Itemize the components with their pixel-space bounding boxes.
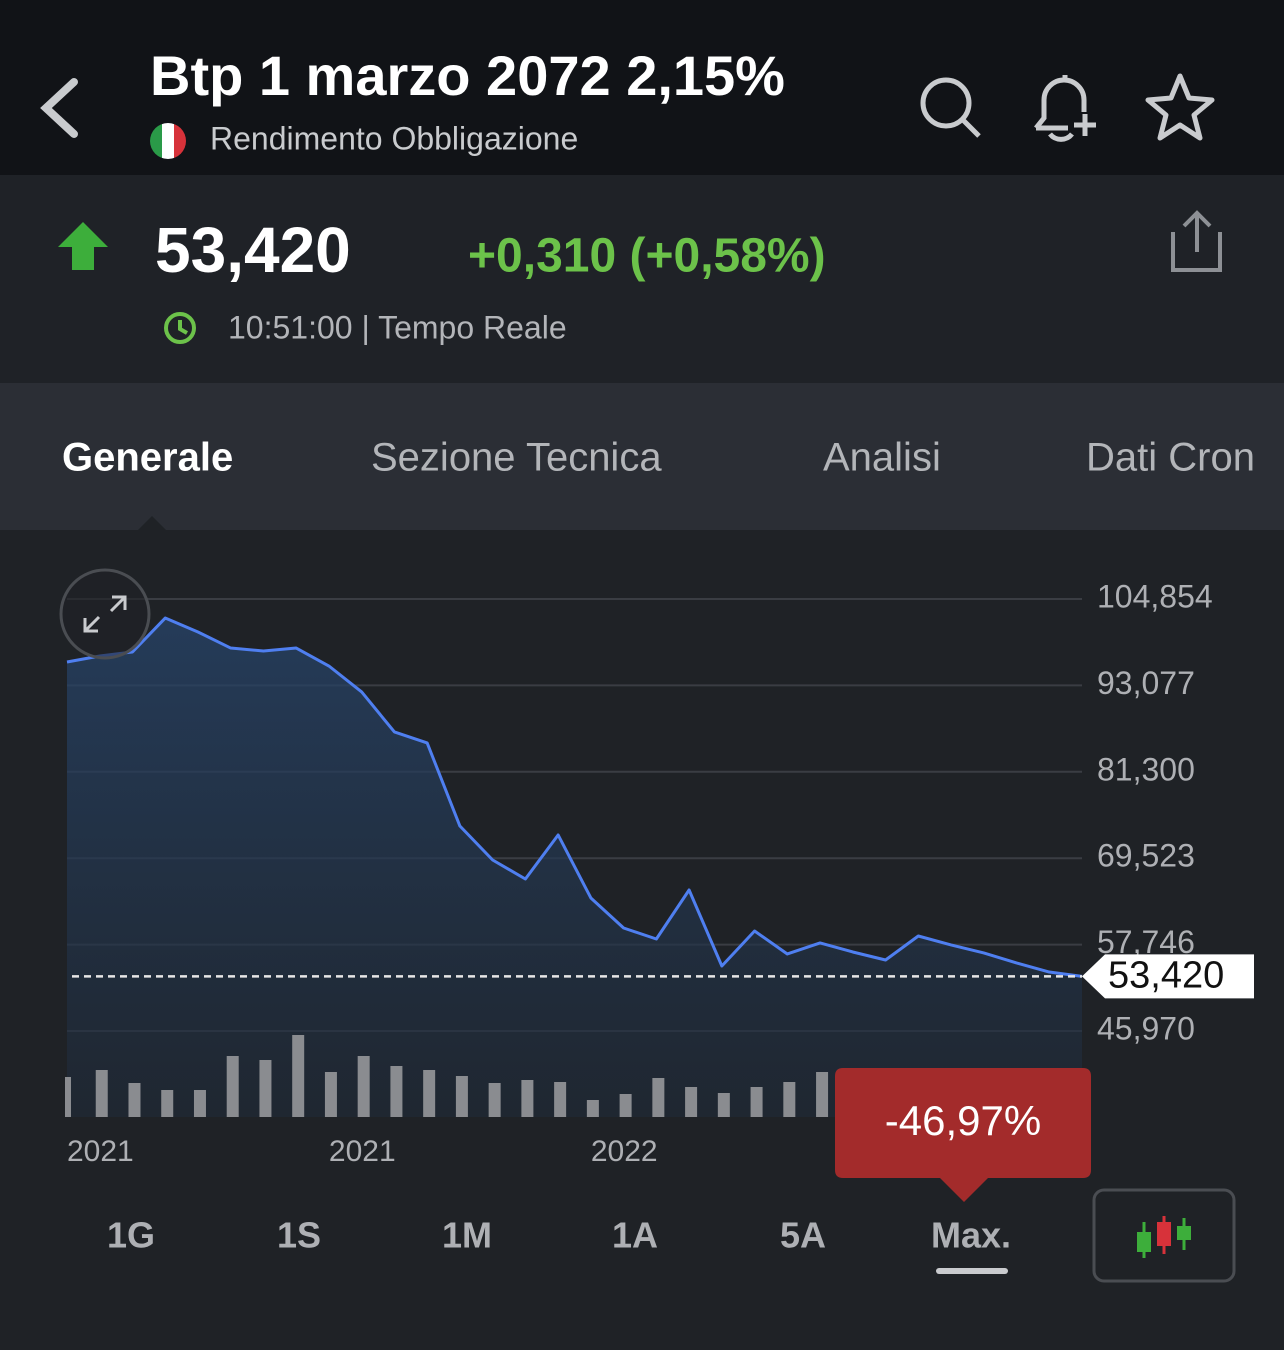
volume-bar xyxy=(226,1056,239,1117)
volume-bar xyxy=(652,1078,665,1117)
volume-bar xyxy=(357,1056,370,1117)
range-button[interactable]: 5A xyxy=(780,1215,826,1256)
chart-type-button[interactable] xyxy=(1092,1188,1236,1283)
volume-bar xyxy=(292,1035,305,1117)
volume-bar xyxy=(586,1100,599,1117)
range-button[interactable]: 1G xyxy=(107,1215,155,1256)
volume-bar xyxy=(193,1090,206,1117)
last-value-label: 53,420 xyxy=(1108,954,1224,996)
volume-bar xyxy=(455,1076,468,1117)
change-badge-label: -46,97% xyxy=(885,1097,1041,1144)
change-badge xyxy=(835,1068,1091,1202)
volume-bar xyxy=(95,1070,108,1117)
y-tick-label: 69,523 xyxy=(1097,838,1195,874)
tabs-bg xyxy=(0,383,1284,530)
x-tick-label: 2022 xyxy=(591,1135,658,1168)
volume-bar xyxy=(423,1070,436,1117)
page-title: Btp 1 marzo 2072 2,15% xyxy=(150,44,785,107)
favorite-icon[interactable] xyxy=(1145,73,1215,141)
flag-italy xyxy=(150,123,186,159)
chart: 104,854 93,077 81,300 69,523 57,746 45,970 53,… xyxy=(65,578,1254,1202)
volume-bar xyxy=(554,1082,567,1117)
y-tick-label: 45,970 xyxy=(1097,1010,1195,1046)
volume-bar xyxy=(390,1066,403,1117)
price: 53,420 xyxy=(155,214,351,286)
range-button[interactable]: Max. xyxy=(931,1215,1011,1256)
range-selector: 1G 1S 1M 1A 5A Max. xyxy=(107,1215,1011,1256)
volume-bar xyxy=(324,1072,337,1117)
y-tick-label: 104,854 xyxy=(1097,578,1213,614)
last-value-tag xyxy=(1082,954,1254,999)
volume-bar xyxy=(816,1072,829,1117)
header-bg xyxy=(0,0,1284,175)
back-button[interactable] xyxy=(40,78,78,138)
price-change: +0,310 (+0,58%) xyxy=(468,230,826,283)
x-tick-label: 2021 xyxy=(329,1135,396,1168)
alert-icon[interactable] xyxy=(1034,75,1096,142)
y-tick-label: 81,300 xyxy=(1097,751,1195,787)
volume-bar xyxy=(65,1077,71,1117)
subtitle: Rendimento Obbligazione xyxy=(210,120,578,156)
tab[interactable]: Dati Cron xyxy=(1086,436,1255,480)
range-button[interactable]: 1S xyxy=(277,1215,321,1256)
volume-bar xyxy=(717,1093,730,1117)
volume-bar xyxy=(685,1087,698,1117)
volume-bar xyxy=(488,1083,501,1117)
range-underline xyxy=(936,1268,1008,1274)
price-line xyxy=(66,616,1083,978)
y-tick-label: 93,077 xyxy=(1097,665,1195,701)
range-button[interactable]: 1M xyxy=(442,1215,492,1256)
x-tick-label: 2021 xyxy=(67,1135,134,1168)
y-tick-label: 57,746 xyxy=(1097,924,1195,960)
tab-active[interactable]: Generale xyxy=(62,436,233,480)
tab-pointer xyxy=(138,516,166,530)
tab[interactable]: Sezione Tecnica xyxy=(371,436,662,480)
expand-button[interactable] xyxy=(59,568,151,660)
volume-bar xyxy=(521,1080,534,1117)
share-icon[interactable] xyxy=(1171,210,1222,272)
volume-bar xyxy=(161,1090,174,1117)
update-time: 10:51:00 | Tempo Reale xyxy=(228,309,567,345)
range-button[interactable]: 1A xyxy=(612,1215,658,1256)
up-arrow xyxy=(58,222,108,270)
tab[interactable]: Analisi xyxy=(823,436,941,480)
clock-icon xyxy=(164,312,196,344)
quote-bg xyxy=(0,175,1284,383)
volume-bar xyxy=(619,1094,632,1117)
volume-bar xyxy=(128,1083,141,1117)
volume-bar xyxy=(783,1082,796,1117)
search-icon[interactable] xyxy=(920,77,981,138)
volume-bar xyxy=(259,1060,272,1117)
volume-bar xyxy=(750,1087,763,1117)
